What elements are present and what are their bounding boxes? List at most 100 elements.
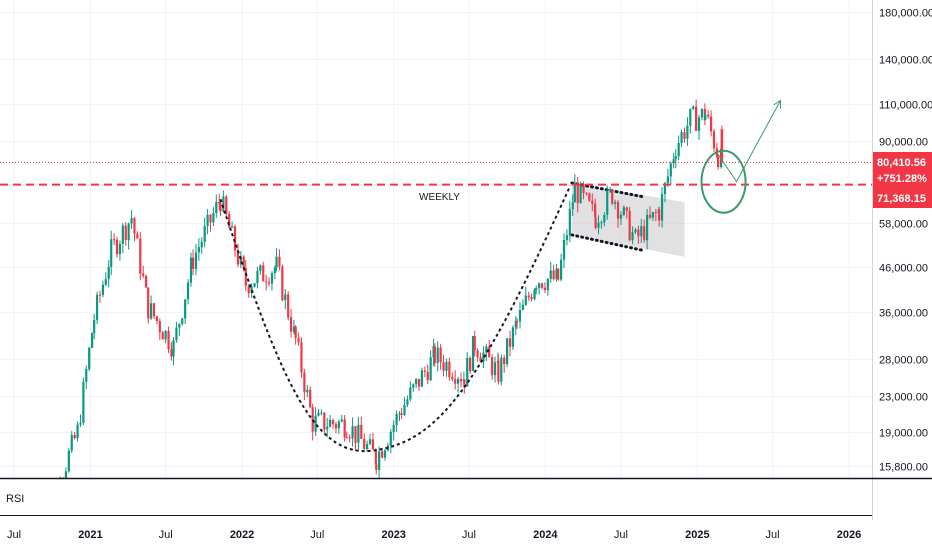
projection-arrow [717, 100, 781, 183]
candle-body [412, 384, 415, 388]
candle [500, 354, 503, 386]
candle-body [354, 426, 357, 443]
drawings-layer [0, 99, 872, 453]
candle-body [524, 295, 527, 305]
y-tick-label: 110,000.00 [879, 100, 932, 112]
candle [503, 354, 506, 373]
candle [340, 414, 343, 423]
candle [149, 295, 153, 320]
candle-body [619, 214, 623, 219]
candle [326, 417, 329, 438]
x-tick-label: Jul [7, 529, 21, 541]
candle-body [400, 413, 403, 416]
candle [186, 279, 190, 305]
candle-body [300, 342, 303, 373]
price-axis[interactable]: 180,000.00 140,000.00 110,000.00 90,000.00 5… [879, 8, 932, 474]
candle [297, 332, 300, 346]
candle [514, 315, 517, 336]
candle [606, 185, 609, 220]
candle [121, 223, 124, 254]
time-axis[interactable]: Jul 2021 Jul 2022 Jul 2023 Jul 2024 Jul 2025 Jul 20… [7, 529, 861, 541]
candle-body [692, 106, 695, 109]
candle-body [704, 114, 707, 121]
candle [142, 265, 145, 279]
candle [429, 350, 432, 381]
candle [236, 243, 240, 268]
candle-body [345, 437, 348, 439]
candle [357, 417, 360, 450]
candle [284, 289, 287, 310]
candle [360, 416, 363, 440]
candle-body [625, 207, 628, 211]
current-price-label: 80,410.56 [877, 157, 926, 169]
candle-body [323, 412, 326, 430]
candle-body [337, 421, 340, 429]
candle [576, 177, 579, 213]
candle-body [219, 203, 222, 212]
candle-body [194, 252, 198, 269]
current-price-badge: 80,410.56 +751.28% 71,368.15 [873, 152, 932, 208]
candle-body [93, 319, 96, 334]
candle-body [557, 268, 560, 280]
candle [203, 217, 206, 248]
candle-body [398, 413, 401, 415]
candle-body [707, 114, 710, 117]
candle-body [439, 347, 442, 363]
candle-body [110, 239, 113, 267]
candle-body [454, 379, 457, 384]
candle [247, 284, 250, 298]
candle-body [239, 256, 242, 265]
candle [557, 268, 560, 281]
candle-body [471, 336, 475, 372]
candle [660, 187, 664, 228]
candle [82, 377, 85, 426]
candle-body [646, 214, 649, 241]
candle-body [200, 241, 203, 248]
candle [378, 446, 381, 478]
candle-body [73, 435, 76, 439]
candle-body [500, 357, 503, 382]
candle [351, 417, 354, 447]
candle [459, 372, 463, 388]
candle [317, 408, 320, 417]
candle [139, 232, 142, 281]
candle-body [225, 196, 228, 215]
x-tick-label: Jul [614, 529, 628, 541]
candle-body [479, 357, 482, 362]
candle [115, 236, 119, 258]
candle-body [429, 357, 432, 381]
candle-body [720, 129, 724, 163]
candle-body [380, 451, 384, 458]
candle [133, 216, 136, 242]
candle [79, 414, 82, 427]
candle-body [606, 190, 609, 215]
candle [161, 330, 164, 340]
candle-body [139, 238, 142, 274]
candle-body [127, 223, 130, 241]
grid-lines [0, 0, 872, 478]
candle-body [669, 163, 672, 177]
candle [549, 261, 552, 283]
candle [622, 205, 625, 217]
candle [707, 110, 710, 119]
candle [130, 210, 133, 229]
candle [93, 313, 96, 340]
candle-body [184, 299, 187, 319]
candle-body [448, 361, 451, 378]
channel-lower-line [570, 233, 646, 253]
candle-body [594, 217, 597, 228]
candle [482, 346, 485, 369]
candle-body [212, 213, 215, 223]
candle-body [314, 415, 317, 432]
candle-body [514, 321, 517, 328]
candle [717, 154, 720, 170]
price-badge-background [873, 152, 932, 208]
candle [712, 128, 716, 152]
candle-body [130, 218, 133, 224]
candle-body [242, 256, 245, 269]
candle [400, 407, 403, 420]
candle [654, 208, 657, 222]
candle-body [326, 426, 329, 430]
candle-body [351, 426, 354, 439]
